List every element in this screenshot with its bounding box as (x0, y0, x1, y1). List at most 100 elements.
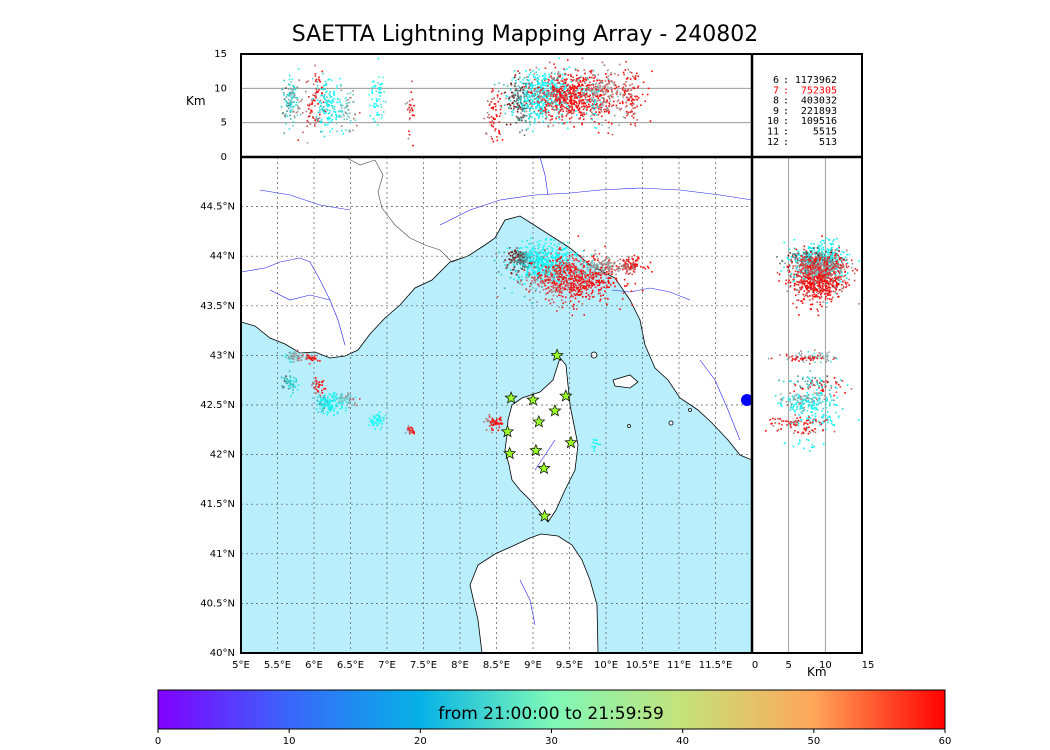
source-point (404, 432, 407, 434)
source-point (542, 269, 544, 271)
source-point (520, 259, 522, 262)
source-point (292, 85, 294, 87)
source-point (517, 119, 519, 121)
source-point (542, 247, 544, 249)
source-point (557, 271, 559, 273)
source-point (561, 122, 564, 125)
source-point (597, 97, 600, 100)
source-point (382, 419, 385, 422)
source-point (622, 263, 625, 266)
source-point (327, 118, 329, 121)
source-point (591, 105, 593, 108)
source-point (540, 95, 543, 98)
source-point (571, 263, 574, 265)
source-point (596, 79, 598, 82)
source-point (556, 280, 558, 282)
map-panel[interactable] (240, 157, 753, 654)
source-point (542, 108, 544, 111)
source-point (485, 417, 487, 420)
source-point (320, 398, 322, 401)
source-point (559, 76, 562, 78)
source-point (553, 88, 556, 91)
source-point (491, 106, 493, 109)
source-point (529, 285, 531, 288)
source-point (305, 356, 308, 359)
source-point (607, 109, 610, 112)
source-point (631, 98, 634, 101)
source-point (520, 247, 522, 249)
source-point (553, 121, 556, 124)
source-point (536, 97, 539, 100)
source-point (526, 93, 528, 95)
source-point (588, 88, 590, 90)
source-point (525, 82, 527, 85)
source-point (560, 280, 563, 283)
source-point (291, 111, 294, 113)
source-point (543, 249, 546, 251)
source-point (579, 86, 582, 89)
source-point (311, 357, 313, 360)
source-point (568, 66, 571, 69)
source-point (568, 277, 570, 280)
station-markers (500, 348, 578, 522)
source-point (630, 123, 632, 126)
source-point (629, 71, 631, 73)
source-point (325, 108, 328, 111)
source-point (316, 120, 319, 122)
source-point (631, 101, 634, 104)
source-point (533, 279, 536, 281)
source-point (540, 84, 542, 87)
source-point (531, 81, 533, 84)
source-point (408, 103, 411, 106)
source-point (586, 109, 588, 111)
source-point (320, 400, 323, 402)
source-point (796, 258, 799, 261)
source-point (539, 97, 541, 99)
source-point (514, 74, 517, 76)
altitude-latitude-panel[interactable] (765, 157, 860, 653)
source-point (292, 392, 294, 394)
source-point (596, 272, 598, 274)
source-point (330, 115, 333, 117)
source-point (500, 273, 503, 276)
source-point (376, 111, 379, 114)
source-point (490, 124, 493, 126)
source-point (547, 270, 550, 272)
source-point (545, 278, 548, 281)
source-point (568, 253, 571, 256)
source-point (495, 109, 497, 111)
elba-island (612, 374, 639, 389)
source-point (298, 101, 300, 104)
source-point (823, 270, 826, 272)
source-point (625, 263, 628, 265)
source-point (339, 396, 342, 398)
source-point (289, 382, 291, 384)
source-point (548, 279, 551, 282)
source-point (537, 109, 540, 112)
source-point (551, 118, 553, 120)
altitude-longitude-panel[interactable] (241, 57, 752, 147)
source-point (508, 262, 510, 265)
source-point (550, 256, 552, 259)
source-point (293, 88, 295, 90)
source-point (651, 70, 653, 73)
source-point (607, 95, 610, 98)
source-point (551, 102, 554, 104)
source-point (291, 352, 294, 355)
source-point (844, 259, 847, 262)
source-point (328, 118, 330, 120)
source-point (585, 289, 588, 291)
source-point (788, 265, 791, 268)
source-point (523, 97, 526, 100)
source-point (530, 89, 533, 92)
source-point (597, 84, 599, 87)
source-point (807, 247, 810, 250)
source-point (532, 85, 534, 87)
source-point (600, 274, 602, 277)
source-point (840, 274, 843, 277)
source-point (551, 250, 554, 253)
source-point (373, 80, 375, 83)
source-point (537, 272, 540, 274)
source-point (565, 79, 568, 82)
source-point (542, 104, 544, 106)
